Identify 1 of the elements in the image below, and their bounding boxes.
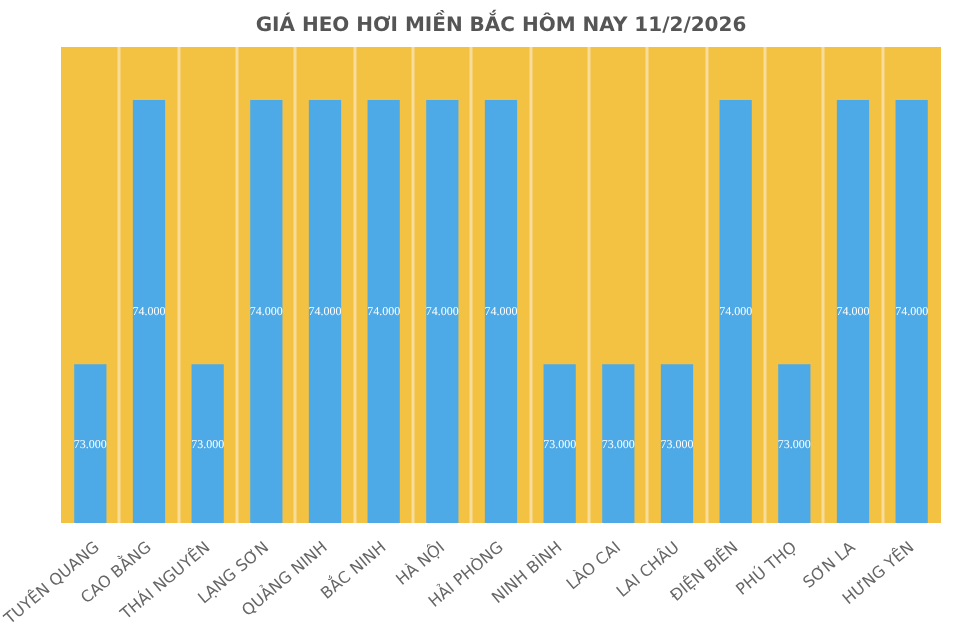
chart-title: GIÁ HEO HƠI MIỀN BẮC HÔM NAY 11/2/2026 (255, 9, 747, 37)
